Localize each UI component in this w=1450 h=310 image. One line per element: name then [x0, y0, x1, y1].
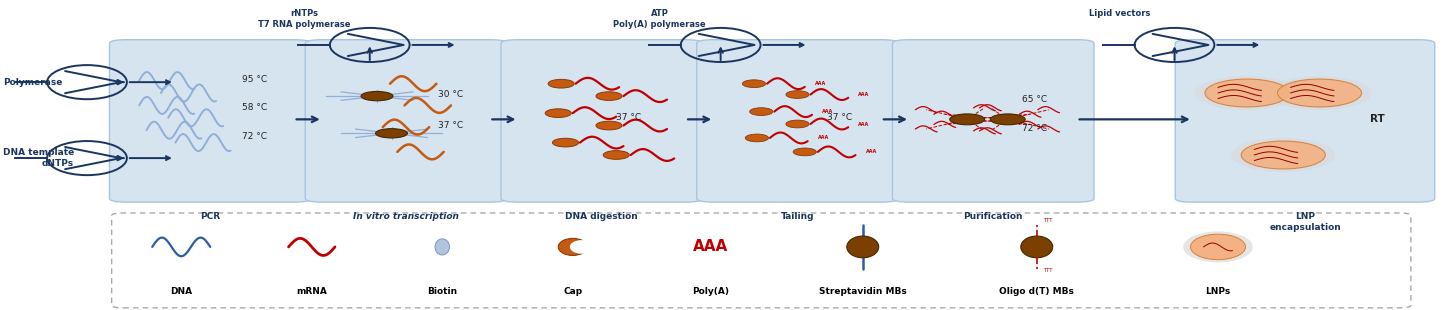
Text: PCR: PCR: [200, 212, 220, 221]
Ellipse shape: [1267, 76, 1372, 110]
Text: 37 °C: 37 °C: [616, 113, 641, 122]
Text: AAA: AAA: [858, 92, 870, 97]
FancyBboxPatch shape: [696, 40, 899, 202]
Text: AAA: AAA: [822, 109, 834, 114]
Ellipse shape: [847, 236, 879, 258]
Text: Purification: Purification: [963, 212, 1024, 221]
Text: LNP
encapsulation: LNP encapsulation: [1269, 212, 1341, 232]
Text: In vitro transcription: In vitro transcription: [352, 212, 460, 221]
Ellipse shape: [548, 79, 574, 88]
Text: AAA: AAA: [693, 239, 728, 255]
Ellipse shape: [742, 80, 766, 88]
Text: 37 °C: 37 °C: [826, 113, 851, 122]
Ellipse shape: [1021, 236, 1053, 258]
Text: Poly(A): Poly(A): [692, 287, 729, 296]
Ellipse shape: [1205, 79, 1289, 107]
FancyBboxPatch shape: [109, 40, 310, 202]
Ellipse shape: [552, 138, 579, 147]
Text: Cap: Cap: [563, 287, 583, 296]
Text: rNTPs
T7 RNA polymerase: rNTPs T7 RNA polymerase: [258, 9, 351, 29]
Text: AAA: AAA: [858, 122, 870, 126]
Ellipse shape: [1195, 76, 1299, 110]
Text: TTT: TTT: [1043, 268, 1053, 273]
Ellipse shape: [990, 114, 1025, 125]
Ellipse shape: [570, 240, 593, 254]
Text: RT: RT: [1370, 114, 1385, 124]
Ellipse shape: [376, 129, 407, 138]
Text: Streptavidin MBs: Streptavidin MBs: [819, 287, 906, 296]
Ellipse shape: [1231, 138, 1335, 172]
Text: Lipid vectors: Lipid vectors: [1089, 9, 1150, 18]
Text: 95 °C: 95 °C: [242, 74, 267, 84]
Ellipse shape: [603, 151, 629, 159]
Ellipse shape: [545, 109, 571, 117]
Text: DNA template
dNTPs: DNA template dNTPs: [3, 148, 74, 168]
Ellipse shape: [435, 239, 450, 255]
Ellipse shape: [745, 134, 769, 142]
Ellipse shape: [1241, 141, 1325, 169]
Text: 72 °C: 72 °C: [242, 132, 267, 141]
Text: 72 °C: 72 °C: [1022, 124, 1047, 133]
FancyBboxPatch shape: [502, 40, 702, 202]
Text: Biotin: Biotin: [428, 287, 457, 296]
FancyBboxPatch shape: [304, 40, 508, 202]
Text: 30 °C: 30 °C: [438, 90, 463, 99]
Ellipse shape: [1277, 79, 1362, 107]
Ellipse shape: [558, 238, 587, 255]
Ellipse shape: [786, 120, 809, 128]
Ellipse shape: [596, 121, 622, 130]
Ellipse shape: [1183, 231, 1253, 262]
Ellipse shape: [361, 91, 393, 101]
Ellipse shape: [596, 92, 622, 100]
Text: 58 °C: 58 °C: [242, 103, 267, 113]
Text: 37 °C: 37 °C: [438, 121, 463, 130]
Ellipse shape: [793, 148, 816, 156]
Text: mRNA: mRNA: [296, 287, 328, 296]
Text: AAA: AAA: [818, 135, 829, 140]
Text: DNA: DNA: [170, 287, 193, 296]
Text: LNPs: LNPs: [1205, 287, 1231, 296]
Text: Polymerase: Polymerase: [3, 78, 62, 87]
Text: AAA: AAA: [866, 149, 877, 154]
FancyBboxPatch shape: [892, 40, 1095, 202]
Text: TTT: TTT: [1043, 218, 1053, 223]
Text: Oligo d(T) MBs: Oligo d(T) MBs: [999, 287, 1074, 296]
Ellipse shape: [786, 91, 809, 99]
FancyBboxPatch shape: [112, 213, 1411, 308]
Text: AAA: AAA: [815, 81, 826, 86]
Text: 65 °C: 65 °C: [1022, 95, 1047, 104]
FancyBboxPatch shape: [1174, 40, 1434, 202]
Ellipse shape: [950, 114, 985, 125]
Ellipse shape: [1190, 234, 1246, 259]
Text: Tailing: Tailing: [780, 212, 815, 221]
Ellipse shape: [750, 108, 773, 115]
Text: DNA digestion: DNA digestion: [566, 212, 638, 221]
Text: ATP
Poly(A) polymerase: ATP Poly(A) polymerase: [613, 9, 706, 29]
